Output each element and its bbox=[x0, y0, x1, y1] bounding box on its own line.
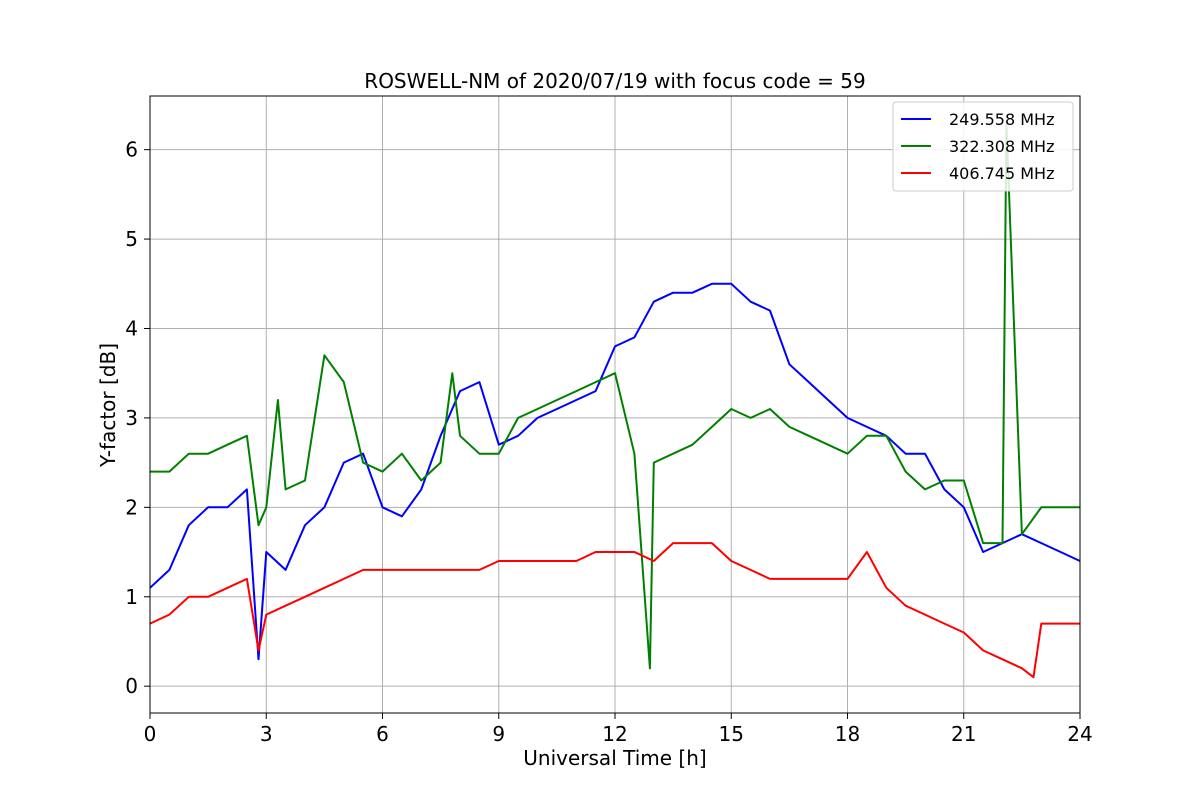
series-group bbox=[149, 121, 1081, 679]
x-tick-label: 0 bbox=[144, 722, 157, 746]
y-tick-label: 0 bbox=[125, 674, 138, 698]
y-tick-label: 3 bbox=[125, 406, 138, 430]
x-tick-label: 9 bbox=[492, 722, 505, 746]
y-axis-label: Y-factor [dB] bbox=[96, 343, 120, 468]
legend-label: 249.558 MHz bbox=[949, 110, 1054, 129]
y-tick-label: 6 bbox=[125, 138, 138, 162]
legend-label: 322.308 MHz bbox=[949, 137, 1054, 156]
y-tick-label: 2 bbox=[125, 495, 138, 519]
series-line-322-308-mhz bbox=[150, 121, 1080, 670]
x-tick-label: 15 bbox=[719, 722, 744, 746]
legend-box bbox=[892, 101, 1074, 192]
legend-label: 406.745 MHz bbox=[949, 164, 1054, 183]
x-tick-label: 24 bbox=[1067, 722, 1092, 746]
x-axis-label: Universal Time [h] bbox=[523, 746, 706, 770]
y-tick-label: 1 bbox=[125, 585, 138, 609]
x-tick-label: 12 bbox=[602, 722, 627, 746]
legend: 249.558 MHz 322.308 MHz 406.745 MHz bbox=[892, 101, 1074, 192]
x-tick-label: 18 bbox=[835, 722, 860, 746]
x-tick-label: 21 bbox=[951, 722, 976, 746]
x-tick-label: 3 bbox=[260, 722, 273, 746]
y-tick-label: 5 bbox=[125, 227, 138, 251]
series-line-249-558-mhz bbox=[149, 282, 1081, 661]
y-tick-label: 4 bbox=[125, 316, 138, 340]
chart-title: ROSWELL-NM of 2020/07/19 with focus code… bbox=[364, 69, 865, 93]
series-line-406-745-mhz bbox=[149, 542, 1080, 679]
x-tick-label: 6 bbox=[376, 722, 389, 746]
